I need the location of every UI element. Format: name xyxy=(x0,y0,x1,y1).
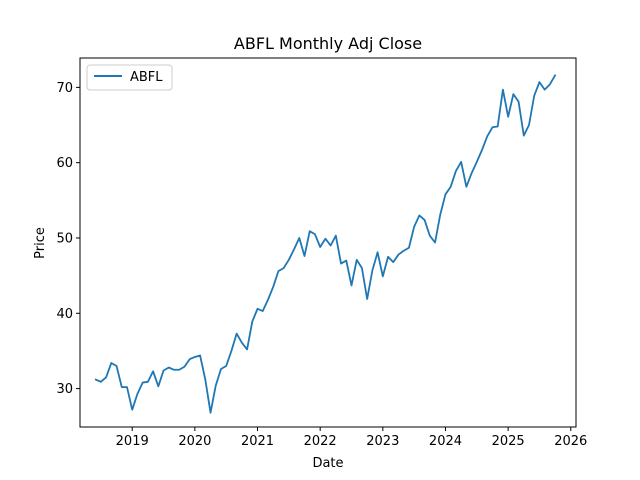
legend: ABFL xyxy=(86,64,173,91)
chart-title: ABFL Monthly Adj Close xyxy=(234,34,422,53)
x-tick-label: 2026 xyxy=(554,434,587,449)
x-axis-label: Date xyxy=(312,456,343,471)
y-axis-ticks: 30 40 50 60 70 xyxy=(56,81,80,397)
y-tick-label: 30 xyxy=(56,382,73,397)
y-tick-label: 50 xyxy=(56,231,73,246)
x-tick-label: 2025 xyxy=(492,434,525,449)
x-tick-label: 2020 xyxy=(178,434,211,449)
y-tick-label: 40 xyxy=(56,307,73,322)
x-axis-ticks: 2019 2020 2021 2022 2023 2024 2025 2026 xyxy=(116,427,587,449)
x-tick-label: 2022 xyxy=(304,434,337,449)
series-layer xyxy=(94,74,557,414)
legend-label: ABFL xyxy=(130,70,163,85)
x-tick-label: 2019 xyxy=(116,434,149,449)
y-tick-label: 60 xyxy=(56,156,73,171)
y-axis-label: Price xyxy=(33,227,48,259)
legend-box xyxy=(86,64,173,91)
x-tick-label: 2024 xyxy=(429,434,462,449)
series-line-abfl xyxy=(94,74,557,414)
x-tick-label: 2021 xyxy=(241,434,274,449)
y-tick-label: 70 xyxy=(56,81,73,96)
x-tick-label: 2023 xyxy=(366,434,399,449)
